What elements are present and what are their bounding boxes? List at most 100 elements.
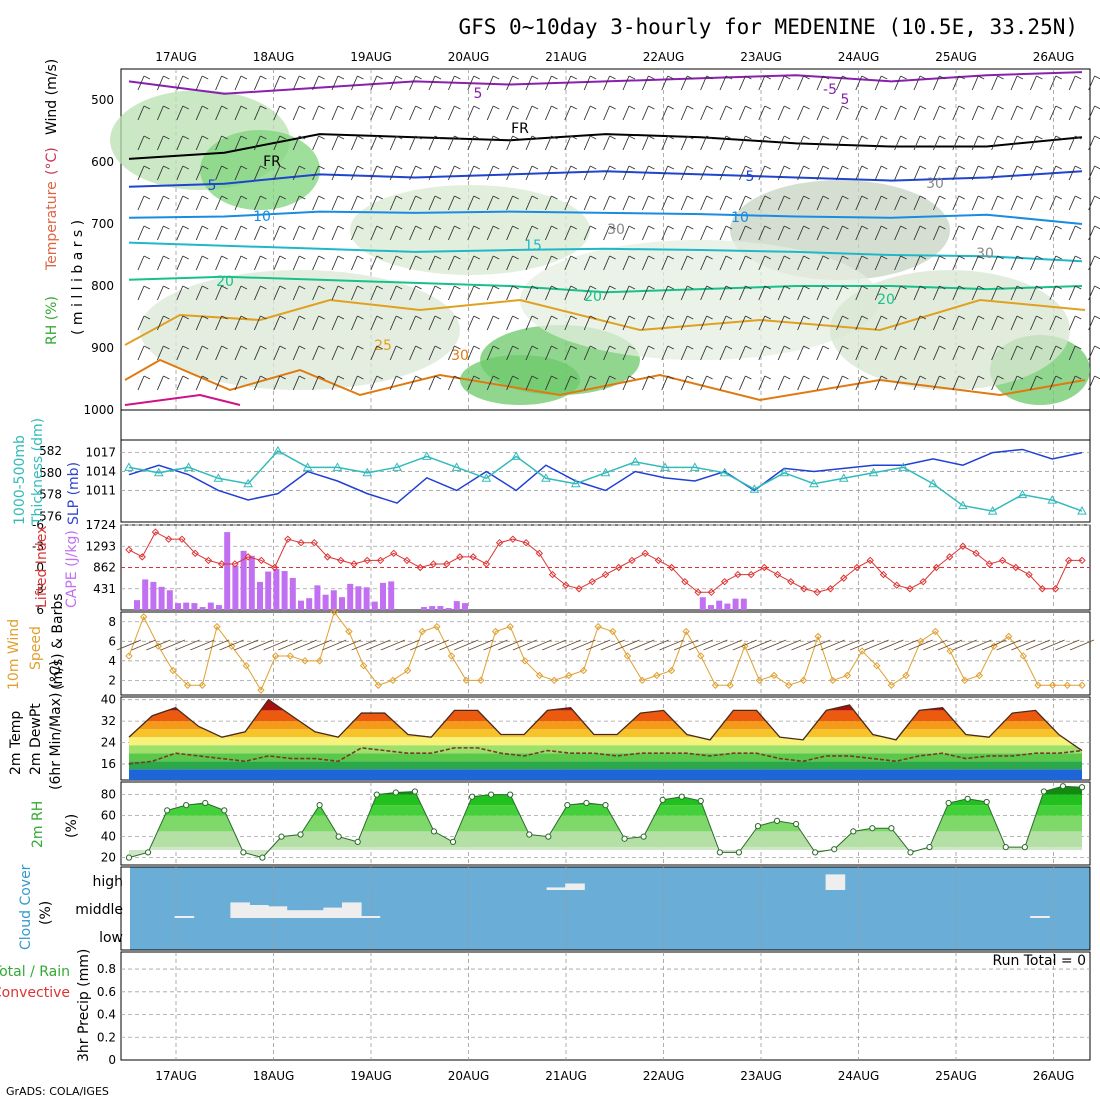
surface-wind-barb [454, 639, 479, 651]
wind-barb-flag [745, 135, 752, 140]
series-line [128, 449, 1083, 512]
wind-barb-flag [318, 195, 325, 200]
temperature-label: Temperature [44, 181, 60, 271]
wind-barb [253, 255, 261, 271]
surface-wind-barb [527, 639, 552, 651]
wind-barb-flag [919, 165, 927, 170]
wind-barb [1088, 285, 1096, 301]
wind-barb-flag [1055, 225, 1063, 230]
wind-barb [855, 375, 863, 391]
wind-barb-flag [531, 255, 539, 260]
wind-speed-point [726, 681, 734, 689]
wind-barb-flag [609, 285, 616, 290]
wind-barb [137, 255, 145, 271]
wind-barb-flag [434, 285, 442, 290]
wind-barb-flag [1016, 285, 1024, 290]
wind-barb-flag [240, 345, 248, 350]
wind-barb-flag [977, 225, 985, 230]
surface-wind-barb [644, 639, 669, 651]
wind-barb-flag [512, 225, 519, 230]
temp-band [129, 769, 1082, 780]
wind-barb-flag [822, 135, 830, 140]
wind-barb-flag [822, 165, 830, 170]
wind-barb-flag [551, 285, 558, 290]
wind-barb-flag [143, 255, 151, 260]
wind-barb [564, 165, 572, 181]
wind10m-label-3: (m/s) & Barbs [50, 593, 66, 690]
cloud-level-low: low [99, 930, 123, 946]
wind-speed-point [902, 671, 910, 680]
wind-barb-flag [939, 255, 946, 260]
thickness-tick-582: 582 [39, 444, 62, 458]
wind-barb [253, 225, 261, 241]
wind-barb-flag [182, 75, 190, 80]
wind-barb [544, 135, 552, 151]
rh-point [240, 849, 247, 856]
lifted-index-point [906, 585, 914, 593]
wind-speed-point [330, 608, 338, 616]
wind-barb [641, 75, 649, 91]
wind-barb-flag [745, 105, 752, 110]
precip-label-3: 3hr Precip (mm) [76, 949, 92, 1062]
wind-barb-flag [842, 375, 849, 380]
lifted-index-point [575, 585, 583, 593]
wind-barb [234, 135, 242, 151]
wind-speed-point [1078, 681, 1086, 689]
wind-barb-flag [512, 195, 519, 200]
wind-barb [215, 225, 223, 241]
wind-barb-flag [919, 195, 927, 200]
wind-barb [350, 165, 358, 181]
wind-barb [137, 375, 145, 391]
wind-barb-flag [667, 255, 675, 260]
wind-barb [758, 375, 766, 391]
rh-point [354, 838, 361, 845]
cape-bar [306, 598, 313, 610]
surface-wind-barb [410, 639, 435, 651]
wind-barb [700, 375, 708, 391]
surface-wind-barb [996, 639, 1021, 651]
wind-barb [486, 135, 494, 151]
wind-speed-point [315, 657, 324, 665]
wind-barb [855, 135, 863, 151]
rh-tick-20: 20 [101, 851, 116, 865]
wind-barb-flag [667, 315, 675, 320]
wind-barb [583, 225, 591, 241]
wind-barb-flag [376, 225, 384, 230]
wind-barb [855, 255, 863, 271]
wind-barb [855, 165, 863, 181]
contour-label-11: 20 [584, 289, 602, 305]
wind-barb-flag [861, 255, 869, 260]
wind-barb [525, 105, 533, 121]
wind-barb [273, 225, 281, 241]
wind-barb-flag [1036, 255, 1043, 260]
wind-speed-point [359, 661, 368, 670]
cape-bar [257, 581, 263, 610]
wind-barb [1049, 285, 1057, 301]
wind-barb [971, 375, 979, 391]
wind-barb-flag [958, 225, 966, 230]
wind-barb [777, 375, 785, 391]
wind-barb-flag [240, 195, 248, 200]
wind-barb-flag [842, 255, 849, 260]
wind-barb-flag [667, 345, 675, 350]
wind-speed-point [961, 676, 969, 685]
wind-barb-flag [1016, 375, 1024, 380]
wind-barb [506, 75, 514, 91]
wind-barb-flag [143, 105, 151, 110]
thickness-point [362, 467, 373, 477]
rh-point [144, 849, 152, 856]
wind-barb [176, 255, 184, 271]
wind-barb [292, 135, 300, 151]
wind-barb-flag [221, 255, 228, 260]
wind-barb [894, 75, 902, 91]
wind-barb-flag [1074, 135, 1082, 140]
wind-barb [137, 225, 145, 241]
wind-barb-flag [958, 165, 966, 170]
wind-barb [312, 255, 320, 271]
wind-barb [641, 345, 649, 361]
cloud-middle-bar [286, 910, 306, 918]
wind-barb [156, 375, 164, 391]
wind-barb-flag [1016, 315, 1024, 320]
wind-barb-flag [861, 225, 869, 230]
wind-barb-flag [706, 225, 713, 230]
